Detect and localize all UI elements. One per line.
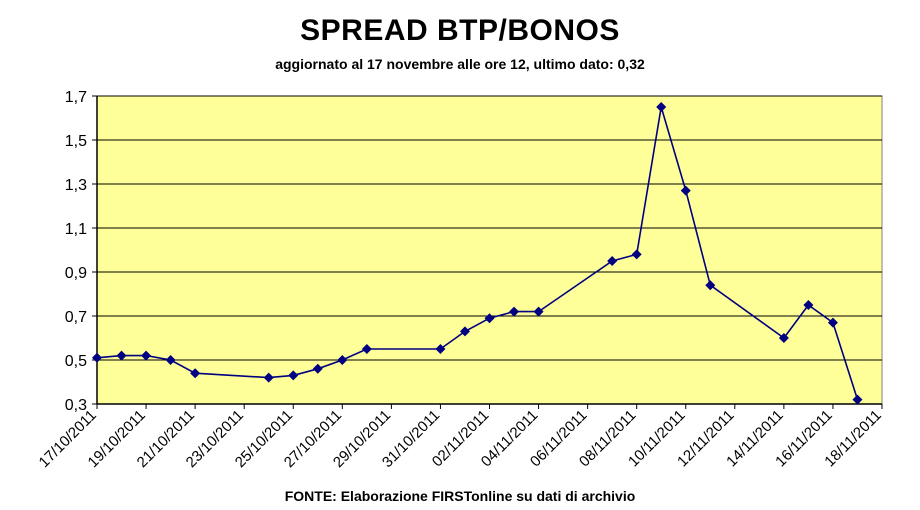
x-axis-tick-labels: 17/10/201119/10/201121/10/201123/10/2011… [36,407,885,471]
data-point-marker [312,363,323,374]
plot-area [96,95,883,405]
y-tick-label: 1,7 [65,89,87,106]
data-point-marker [459,326,470,337]
data-point-marker [484,313,495,324]
data-point-marker [116,350,127,361]
chart-title: SPREAD BTP/BONOS [300,14,620,47]
data-point-marker [852,394,863,405]
data-point-marker [533,306,544,317]
data-point-marker [680,185,691,196]
data-point-marker [631,249,642,260]
y-tick-label: 0,7 [65,309,87,326]
data-point-marker [92,352,102,363]
y-axis-tick-labels: 0,3 0,5 0,7 0,9 1,1 1,3 1,5 1,7 [65,89,87,414]
series-line [96,106,859,400]
chart-source-note: FONTE: Elaborazione FIRSTonline su dati … [284,488,636,504]
data-point-marker [827,317,838,328]
data-point-marker [190,368,201,379]
data-point-marker [361,344,372,354]
y-tick-label: 1,5 [65,133,87,150]
y-tick-label: 1,1 [65,221,87,238]
data-point-marker [778,333,789,343]
data-point-marker [607,256,618,266]
data-point-marker [141,350,152,361]
y-tick-label: 1,3 [65,177,87,194]
y-tick-label: 0,3 [65,397,87,414]
data-point-marker [288,370,299,381]
data-point-marker [263,372,274,383]
data-point-marker [435,344,446,354]
data-point-marker [803,300,814,310]
data-point-marker [165,355,176,365]
series-spread [92,102,863,405]
y-tick-label: 0,9 [65,265,87,282]
data-point-marker [337,355,348,365]
axes [92,95,883,409]
data-point-marker [509,306,520,317]
data-point-marker [656,102,667,112]
chart-subtitle: aggiornato al 17 novembre alle ore 12, u… [275,56,645,72]
y-tick-label: 0,5 [65,353,87,370]
data-point-marker [705,280,716,291]
